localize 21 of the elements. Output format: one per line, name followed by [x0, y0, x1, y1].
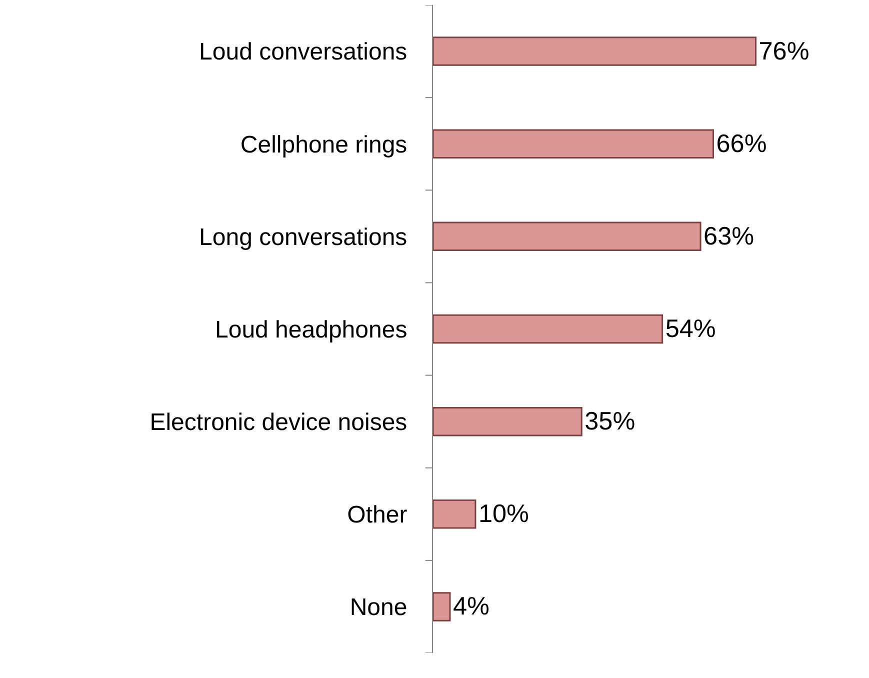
- bar: [433, 406, 582, 436]
- y-tick-label: None: [350, 594, 408, 622]
- data-label: 66%: [716, 130, 767, 158]
- data-label: 10%: [478, 500, 529, 528]
- data-label: 54%: [665, 314, 716, 343]
- y-tick-label: Long conversations: [199, 224, 408, 251]
- y-tick-label: Electronic device noises: [150, 408, 408, 436]
- data-label: 4%: [452, 592, 490, 621]
- y-tick-label: Other: [347, 502, 408, 529]
- bar: [433, 36, 756, 66]
- data-label: 76%: [758, 37, 810, 66]
- y-tick-label: Loud conversations: [199, 38, 408, 66]
- bar: [433, 592, 451, 622]
- y-tick-label: Loud headphones: [215, 316, 408, 344]
- bar: [433, 314, 664, 344]
- bar: [433, 222, 702, 252]
- y-tick-label: Cellphone rings: [240, 131, 408, 158]
- bar: [433, 129, 714, 158]
- bar: [433, 500, 476, 529]
- data-label: 63%: [704, 222, 754, 250]
- data-label: 35%: [584, 408, 636, 436]
